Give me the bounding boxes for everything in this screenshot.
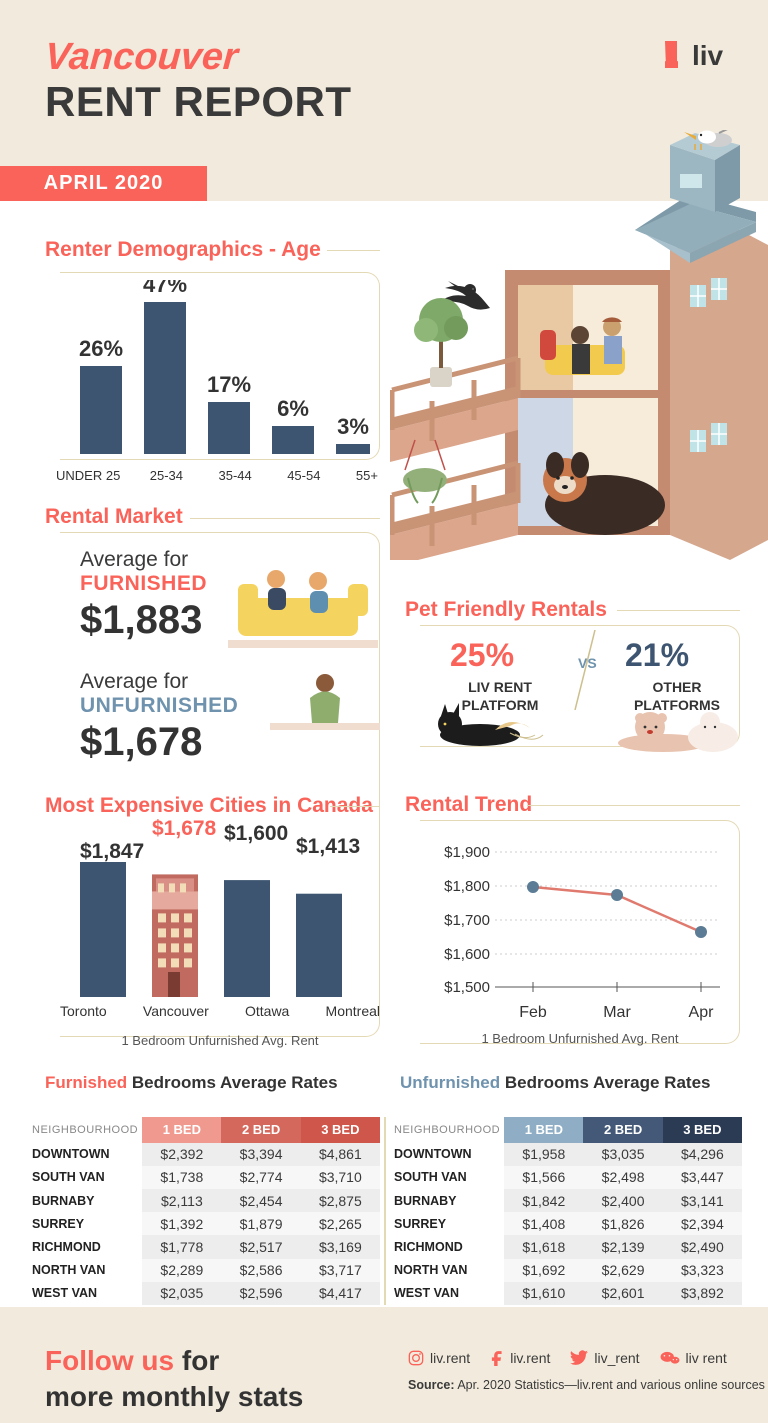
svg-text:Mar: Mar (603, 1004, 631, 1021)
svg-text:6%: 6% (277, 396, 309, 421)
svg-text:47%: 47% (143, 280, 187, 297)
svg-text:$1,600: $1,600 (444, 946, 490, 963)
svg-text:$1,700: $1,700 (444, 912, 490, 929)
svg-text:17%: 17% (207, 372, 251, 397)
svg-text:26%: 26% (79, 336, 123, 361)
svg-text:3%: 3% (337, 414, 369, 439)
svg-text:$1,500: $1,500 (444, 979, 490, 996)
svg-text:Feb: Feb (519, 1004, 547, 1021)
svg-text:$1,800: $1,800 (444, 878, 490, 895)
svg-text:Apr: Apr (689, 1004, 715, 1021)
svg-text:$1,900: $1,900 (444, 844, 490, 861)
